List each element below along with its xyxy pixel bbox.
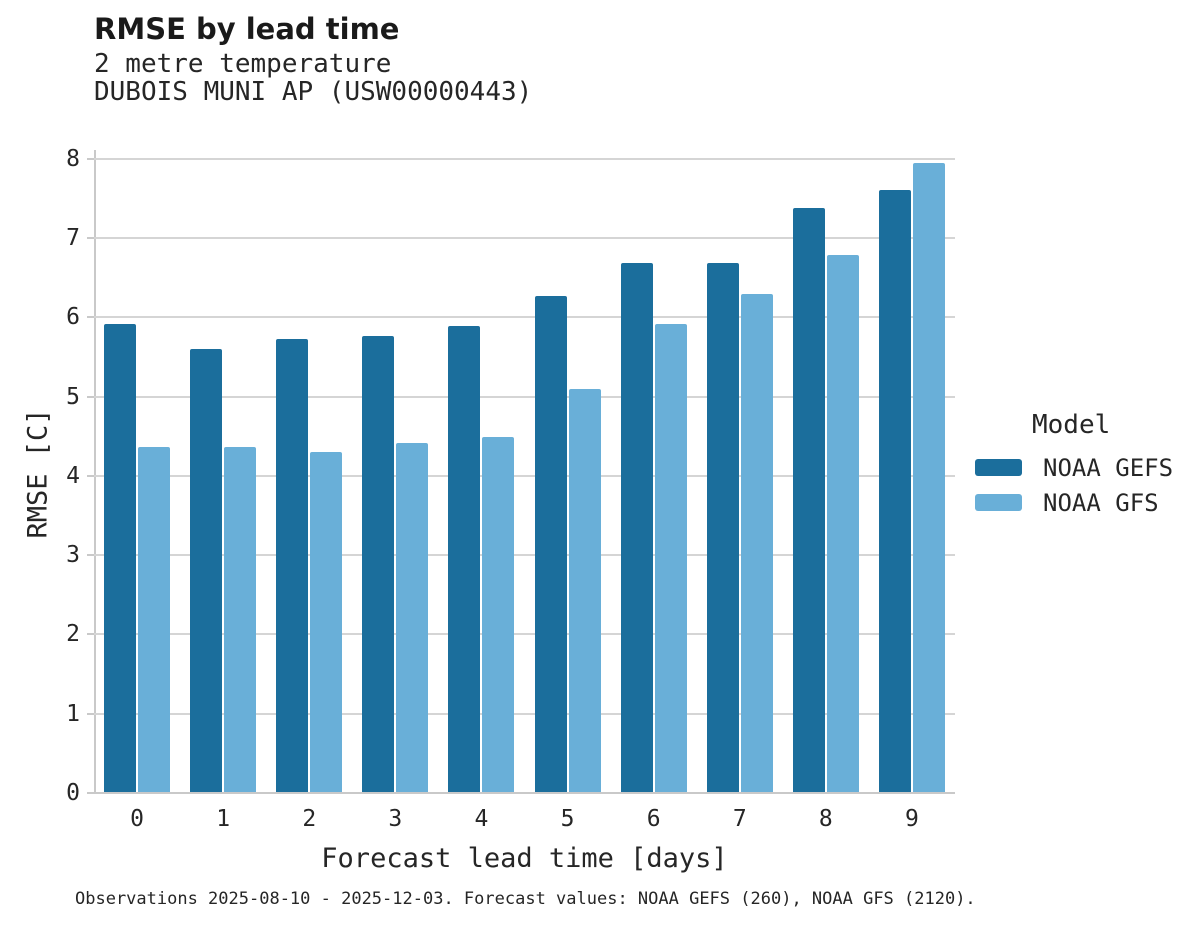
gridline-y-1 [94, 712, 955, 715]
x-tick-label-2: 2 [302, 806, 317, 832]
legend-title: Model [1032, 410, 1111, 440]
bar-noaa-gefs [878, 189, 911, 793]
gridline-y-8 [94, 157, 955, 160]
gridline-y-5 [94, 395, 955, 398]
bar-noaa-gfs [224, 446, 257, 793]
x-tick-label-7: 7 [732, 806, 747, 832]
y-tick-mark-6 [87, 316, 94, 319]
legend-entry-noaa-gefs: NOAA GEFS [975, 450, 1190, 485]
y-axis-tick-labels: 0 1 2 3 4 5 6 7 8 [0, 146, 80, 806]
chart-subtitle-station: DUBOIS MUNI AP (USW00000443) [94, 77, 533, 107]
x-tick-label-3: 3 [388, 806, 403, 832]
y-tick-label-2: 2 [66, 621, 80, 648]
x-axis-tick-labels: 0 1 2 3 4 5 6 7 8 9 [94, 806, 955, 836]
bar-noaa-gfs [138, 446, 171, 793]
bar-noaa-gfs [396, 443, 429, 793]
bar-noaa-gefs [620, 262, 653, 793]
bar-noaa-gefs [104, 323, 137, 793]
bar-noaa-gfs [740, 293, 773, 793]
x-axis-title: Forecast lead time [days] [321, 843, 728, 874]
x-tick-label-5: 5 [560, 806, 575, 832]
x-tick-label-1: 1 [216, 806, 231, 832]
y-tick-mark-2 [87, 633, 94, 636]
legend-label-noaa-gfs: NOAA GFS [1043, 488, 1159, 517]
y-tick-label-5: 5 [66, 383, 80, 410]
legend: Model NOAA GEFS NOAA GFS [975, 410, 1190, 520]
x-tick-label-4: 4 [474, 806, 489, 832]
y-tick-label-7: 7 [66, 225, 80, 252]
gridline-y-2 [94, 633, 955, 636]
bar-noaa-gfs [654, 324, 687, 793]
y-axis-title: RMSE [C] [22, 408, 54, 539]
y-tick-label-8: 8 [66, 145, 80, 172]
bar-noaa-gefs [534, 295, 567, 793]
y-tick-label-4: 4 [66, 462, 80, 489]
y-tick-label-3: 3 [66, 542, 80, 569]
y-tick-mark-8 [87, 157, 94, 160]
x-tick-label-9: 9 [905, 806, 919, 832]
legend-swatch-noaa-gefs-icon [975, 459, 1022, 476]
bar-noaa-gefs [276, 338, 309, 793]
gridline-y-4 [94, 474, 955, 477]
y-tick-label-0: 0 [66, 780, 80, 806]
bar-noaa-gefs [362, 335, 395, 793]
x-tick-label-6: 6 [646, 806, 661, 832]
bar-noaa-gfs [826, 254, 859, 793]
gridline-y-7 [94, 237, 955, 240]
bar-noaa-gfs [568, 389, 601, 793]
x-tick-label-0: 0 [130, 806, 144, 832]
y-tick-mark-0 [87, 792, 94, 794]
x-axis-baseline [94, 792, 955, 794]
bar-noaa-gefs [190, 349, 223, 793]
chart-subtitle-variable: 2 metre temperature [94, 49, 392, 79]
bar-noaa-gfs [912, 162, 945, 793]
bar-noaa-gefs [706, 263, 739, 793]
x-tick-label-8: 8 [818, 806, 833, 832]
y-tick-label-6: 6 [66, 304, 80, 331]
legend-swatch-noaa-gfs-icon [975, 494, 1022, 511]
y-tick-mark-4 [87, 474, 94, 477]
gridline-y-6 [94, 316, 955, 319]
y-tick-label-1: 1 [66, 700, 80, 727]
caption-observations: Observations 2025-08-10 - 2025-12-03. Fo… [75, 889, 976, 909]
gridline-y-3 [94, 554, 955, 557]
bar-noaa-gfs [482, 437, 515, 793]
y-tick-mark-3 [87, 554, 94, 557]
legend-entry-noaa-gfs: NOAA GFS [975, 485, 1190, 520]
y-tick-mark-7 [87, 237, 94, 240]
bar-noaa-gfs [310, 452, 343, 793]
bar-noaa-gefs [792, 207, 825, 793]
bar-noaa-gefs [448, 326, 481, 793]
y-tick-mark-1 [87, 712, 94, 715]
chart-title: RMSE by lead time [94, 12, 400, 46]
plot-area [87, 150, 955, 794]
y-tick-mark-5 [87, 395, 94, 398]
legend-label-noaa-gefs: NOAA GEFS [1043, 453, 1174, 482]
y-axis-spine [94, 150, 96, 793]
